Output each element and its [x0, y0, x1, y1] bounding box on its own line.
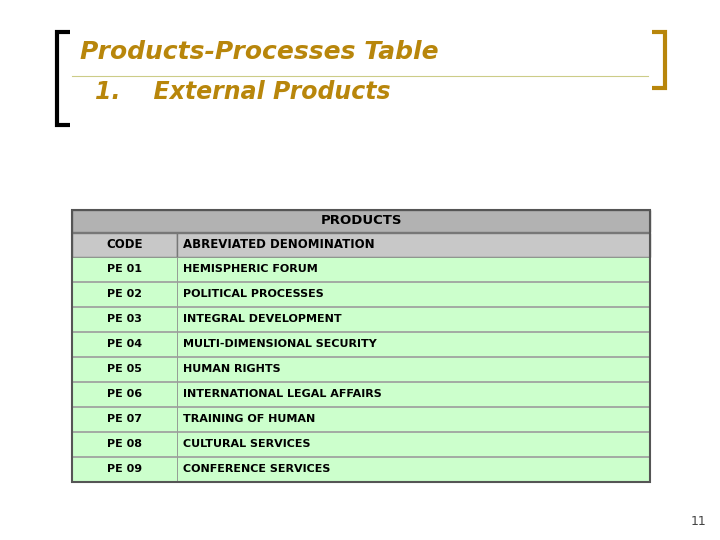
- Text: CULTURAL SERVICES: CULTURAL SERVICES: [183, 438, 310, 449]
- Text: PE 04: PE 04: [107, 339, 142, 349]
- Text: PE 05: PE 05: [107, 364, 142, 374]
- Text: PRODUCTS: PRODUCTS: [320, 214, 402, 227]
- Text: INTERNATIONAL LEGAL AFFAIRS: INTERNATIONAL LEGAL AFFAIRS: [183, 389, 382, 399]
- Text: PE 02: PE 02: [107, 289, 142, 299]
- Text: Products-Processes Table: Products-Processes Table: [80, 40, 438, 64]
- Bar: [177, 382, 650, 406]
- Bar: [177, 407, 650, 430]
- Bar: [72, 257, 177, 280]
- Bar: [72, 332, 177, 355]
- Text: ABREVIATED DENOMINATION: ABREVIATED DENOMINATION: [183, 239, 374, 252]
- Bar: [72, 210, 650, 232]
- Text: TRAINING OF HUMAN: TRAINING OF HUMAN: [183, 414, 315, 424]
- Text: PE 03: PE 03: [107, 314, 142, 324]
- Text: HUMAN RIGHTS: HUMAN RIGHTS: [183, 364, 281, 374]
- Bar: [72, 407, 177, 430]
- Text: CODE: CODE: [107, 239, 143, 252]
- Bar: [72, 233, 177, 257]
- Text: POLITICAL PROCESSES: POLITICAL PROCESSES: [183, 289, 324, 299]
- Text: PE 06: PE 06: [107, 389, 142, 399]
- Text: 1.    External Products: 1. External Products: [95, 80, 391, 104]
- Bar: [177, 233, 650, 257]
- Text: PE 08: PE 08: [107, 438, 142, 449]
- Text: 11: 11: [690, 515, 706, 528]
- Text: PE 07: PE 07: [107, 414, 142, 424]
- Bar: [72, 382, 177, 406]
- Bar: [177, 457, 650, 481]
- Text: PE 09: PE 09: [107, 464, 142, 474]
- Bar: [72, 432, 177, 456]
- Text: HEMISPHERIC FORUM: HEMISPHERIC FORUM: [183, 264, 318, 274]
- Bar: [72, 307, 177, 330]
- Bar: [177, 282, 650, 306]
- Bar: [177, 307, 650, 330]
- Bar: [177, 257, 650, 280]
- Text: PE 01: PE 01: [107, 264, 142, 274]
- Bar: [177, 332, 650, 355]
- Text: MULTI-DIMENSIONAL SECURITY: MULTI-DIMENSIONAL SECURITY: [183, 339, 377, 349]
- Bar: [72, 357, 177, 381]
- Bar: [177, 357, 650, 381]
- Bar: [72, 457, 177, 481]
- Text: CONFERENCE SERVICES: CONFERENCE SERVICES: [183, 464, 330, 474]
- Bar: [72, 282, 177, 306]
- Text: INTEGRAL DEVELOPMENT: INTEGRAL DEVELOPMENT: [183, 314, 341, 324]
- Bar: [177, 432, 650, 456]
- Bar: [72, 210, 650, 482]
